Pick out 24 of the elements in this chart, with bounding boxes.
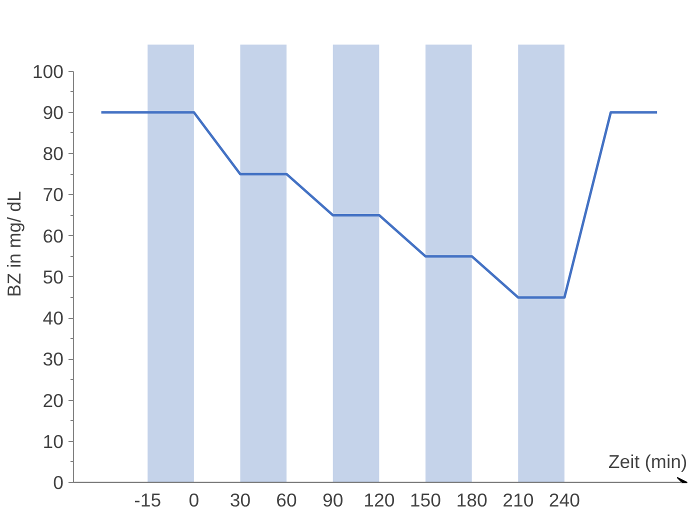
y-tick-label: 70 — [42, 184, 64, 206]
x-tick-label: 90 — [322, 490, 344, 510]
x-tick-label: 60 — [276, 490, 297, 510]
line-series — [100, 111, 658, 299]
y-tick-label: 0 — [53, 472, 64, 493]
x-axis-title: Zeit (min) — [608, 451, 688, 472]
y-tick-label: 50 — [42, 266, 64, 288]
y-tick-label: 40 — [42, 308, 64, 329]
x-tick-label: 0 — [188, 490, 200, 510]
y-tick-label: 10 — [42, 430, 64, 452]
x-tick-label: 30 — [230, 490, 251, 510]
x-tick-label: 210 — [502, 490, 534, 510]
x-tick-label: -15 — [134, 490, 162, 510]
y-tick-label: 60 — [42, 225, 64, 246]
x-tick-label: 150 — [410, 490, 442, 510]
x-tick-label: 240 — [548, 490, 580, 510]
y-tick-label: 20 — [42, 390, 64, 411]
y-tick-label: 80 — [42, 143, 64, 164]
y-axis-title: BZ in mg/ dL — [3, 191, 24, 297]
x-tick-label: 120 — [364, 490, 395, 510]
y-tick-label: 30 — [42, 348, 64, 370]
x-tick-label: 180 — [456, 490, 488, 510]
y-tick-label: 90 — [42, 102, 64, 123]
y-tick-label: 100 — [32, 60, 64, 82]
